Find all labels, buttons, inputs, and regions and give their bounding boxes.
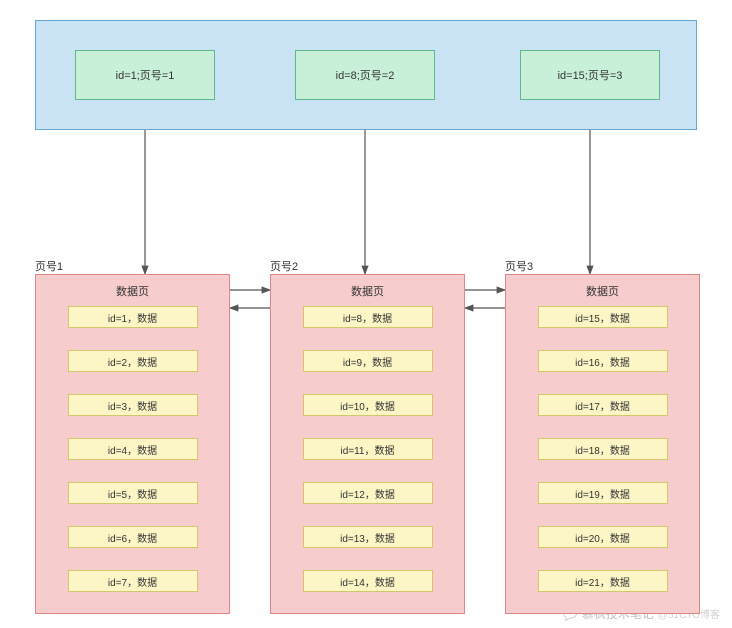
row-1-0: id=8，数据: [303, 306, 433, 328]
row-0-3: id=4，数据: [68, 438, 198, 460]
row-1-2: id=10，数据: [303, 394, 433, 416]
page-label-1: 页号2: [270, 258, 298, 274]
row-1-1: id=9，数据: [303, 350, 433, 372]
page-title-1: 数据页: [351, 283, 384, 299]
row-1-3: id=11，数据: [303, 438, 433, 460]
row-2-5: id=20，数据: [538, 526, 668, 548]
page-label-0: 页号1: [35, 258, 63, 274]
row-2-0: id=15，数据: [538, 306, 668, 328]
page-title-2: 数据页: [586, 283, 619, 299]
diagram-canvas: 💬 慕枫技术笔记 @51CTO博客 id=1;页号=1id=8;页号=2id=1…: [0, 0, 732, 628]
row-2-6: id=21，数据: [538, 570, 668, 592]
row-0-1: id=2，数据: [68, 350, 198, 372]
page-label-2: 页号3: [505, 258, 533, 274]
page-title-0: 数据页: [116, 283, 149, 299]
row-2-4: id=19，数据: [538, 482, 668, 504]
row-1-5: id=13，数据: [303, 526, 433, 548]
row-0-5: id=6，数据: [68, 526, 198, 548]
row-1-4: id=12，数据: [303, 482, 433, 504]
row-2-1: id=16，数据: [538, 350, 668, 372]
index-node-1: id=8;页号=2: [295, 50, 435, 100]
row-0-2: id=3，数据: [68, 394, 198, 416]
index-node-0: id=1;页号=1: [75, 50, 215, 100]
row-1-6: id=14，数据: [303, 570, 433, 592]
index-node-2: id=15;页号=3: [520, 50, 660, 100]
row-0-6: id=7，数据: [68, 570, 198, 592]
row-0-4: id=5，数据: [68, 482, 198, 504]
row-0-0: id=1，数据: [68, 306, 198, 328]
row-2-3: id=18，数据: [538, 438, 668, 460]
row-2-2: id=17，数据: [538, 394, 668, 416]
